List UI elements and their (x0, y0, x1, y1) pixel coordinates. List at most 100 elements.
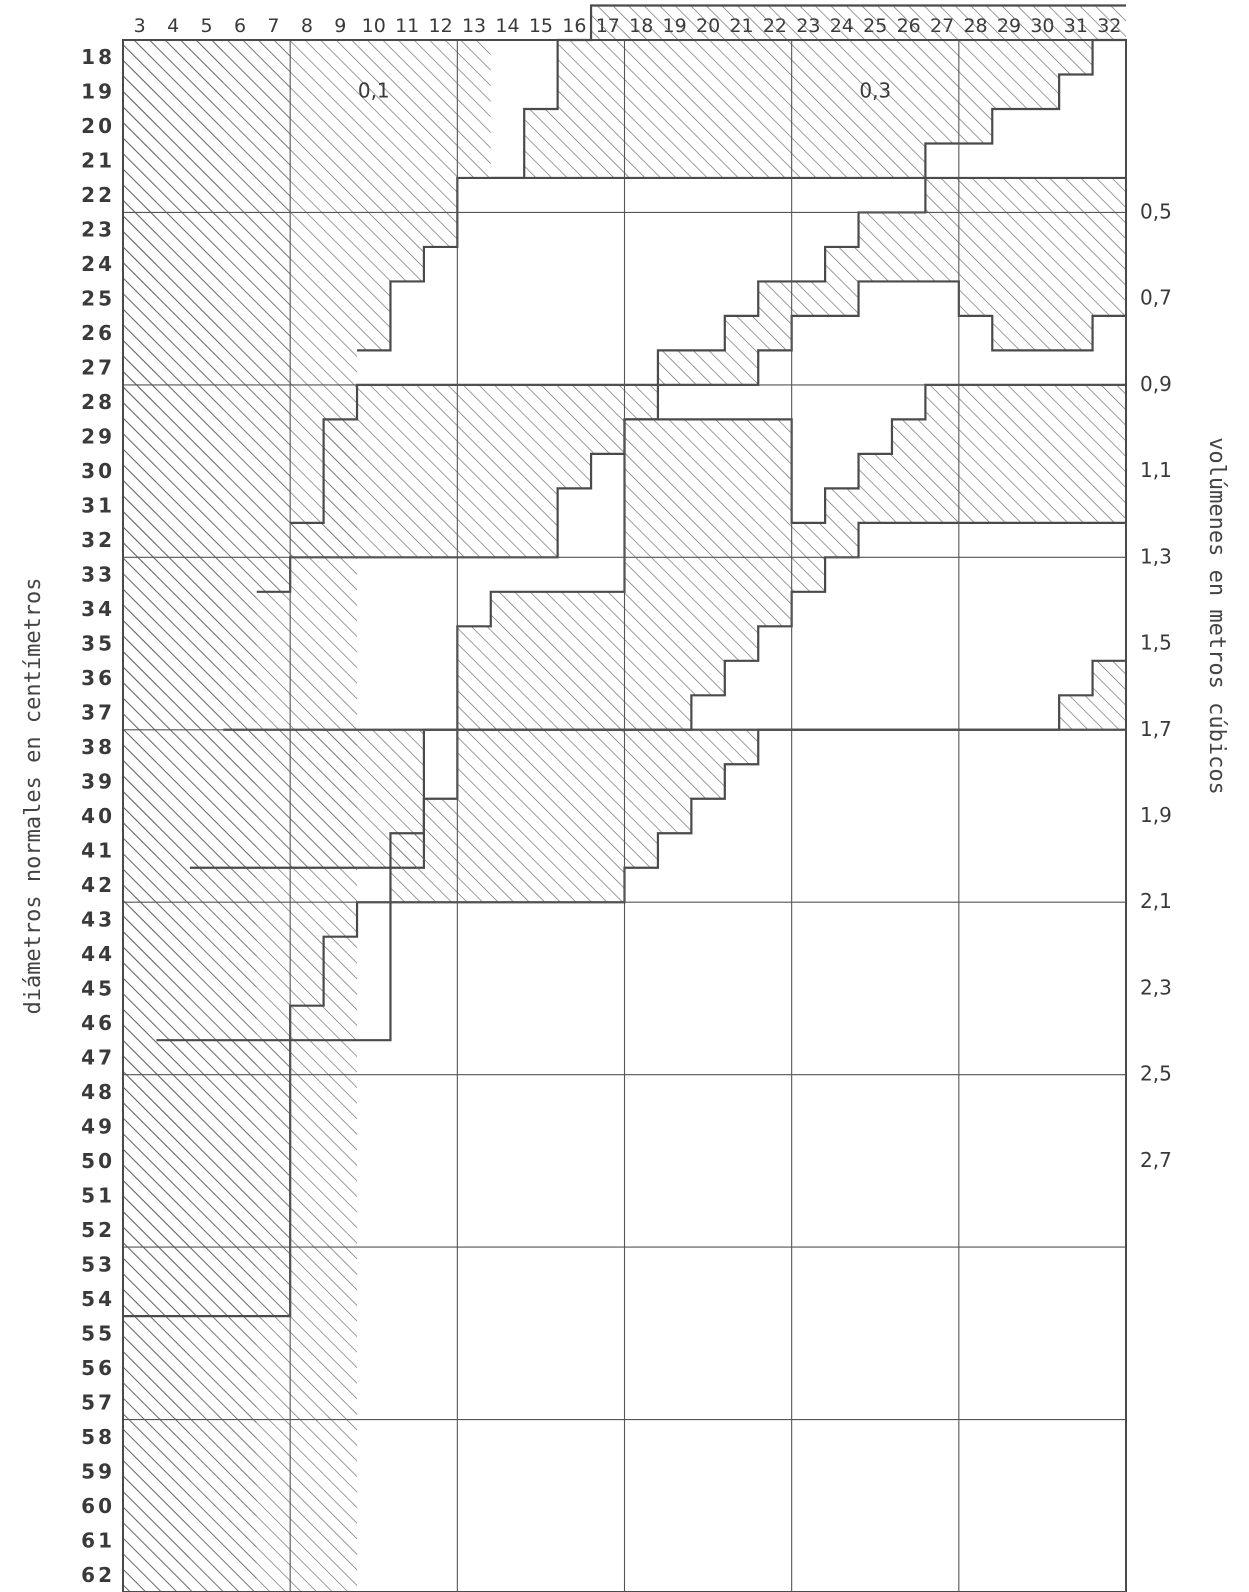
band-cell (1025, 177, 1060, 351)
band-cell (791, 281, 826, 316)
band-cell (624, 384, 658, 420)
band-cell (524, 108, 558, 178)
band-cell (524, 729, 558, 903)
y-tick-label: 38 (81, 735, 115, 759)
y-tick-label: 33 (81, 563, 115, 587)
band-cell (825, 488, 859, 558)
zone-label: 1,1 (1140, 458, 1172, 482)
band-cell (490, 591, 525, 730)
band-cell (423, 40, 458, 247)
band-cell (691, 350, 725, 385)
band-cell (357, 729, 391, 868)
y-tick-label: 22 (81, 183, 115, 207)
zone-label: 2,1 (1140, 889, 1172, 913)
zone-label: 1,5 (1140, 631, 1172, 655)
band-cell (457, 729, 491, 903)
band-cell (524, 591, 558, 730)
y-tick-label: 35 (81, 632, 115, 656)
band-cell (691, 5, 725, 178)
band-cell (992, 5, 1026, 109)
x-tick-label: 10 (362, 15, 386, 37)
band-cell (724, 419, 759, 661)
band-cell (825, 246, 859, 316)
y-tick-label: 53 (81, 1252, 115, 1276)
band-cell (825, 5, 859, 178)
y-tick-label: 58 (81, 1425, 115, 1449)
y-tick-label: 40 (81, 804, 115, 828)
zone-label: 2,3 (1140, 975, 1172, 999)
y-tick-label: 28 (81, 390, 115, 414)
band-cell (290, 729, 324, 868)
band-cell (1092, 384, 1126, 523)
y-tick-label: 45 (81, 976, 115, 1000)
band-cell (691, 729, 725, 799)
band-cell (323, 729, 358, 868)
band-cell (724, 315, 759, 385)
y-tick-label: 57 (81, 1390, 115, 1414)
y-tick-label: 20 (81, 114, 115, 138)
y-tick-label: 54 (81, 1287, 115, 1311)
band-cell (724, 729, 759, 765)
y-tick-label: 18 (81, 45, 115, 69)
x-tick-label: 7 (267, 15, 279, 37)
y-tick-label: 44 (81, 942, 115, 966)
band-cell (223, 1040, 257, 1317)
y-tick-label: 46 (81, 1011, 115, 1035)
band-cell (557, 729, 592, 903)
y-tick-label: 48 (81, 1080, 115, 1104)
y-tick-label: 62 (81, 1563, 115, 1587)
y-tick-label: 61 (81, 1528, 115, 1552)
x-tick-label: 16 (562, 15, 586, 37)
y-tick-label: 27 (81, 356, 115, 380)
band-cell (524, 384, 558, 558)
y-tick-label: 37 (81, 701, 115, 725)
band-cell (390, 833, 424, 903)
y-tick-label: 23 (81, 218, 115, 242)
band-cell (290, 522, 324, 558)
y-tick-label: 21 (81, 149, 115, 173)
y-tick-label: 50 (81, 1149, 115, 1173)
band-cell (657, 419, 692, 730)
x-tick-label: 14 (495, 15, 519, 37)
band-cell (357, 384, 391, 558)
band-cell (958, 5, 993, 144)
band-cell (624, 5, 658, 178)
band-cell (189, 1040, 224, 1317)
x-tick-label: 8 (301, 15, 313, 37)
x-tick-label: 5 (201, 15, 213, 37)
band-cell (123, 40, 157, 1317)
band-edge (189, 521, 1126, 869)
band-cell (1059, 177, 1093, 351)
y-tick-label: 32 (81, 528, 115, 552)
band-cell (490, 729, 525, 903)
y-tick-label: 51 (81, 1183, 115, 1207)
band-cell (891, 5, 926, 178)
y-tick-label: 26 (81, 321, 115, 345)
band-cell (557, 40, 592, 178)
zone-label: 2,5 (1140, 1062, 1172, 1086)
x-tick-label: 4 (167, 15, 179, 37)
band-cell (256, 729, 291, 868)
y-tick-label: 31 (81, 494, 115, 518)
hatched-band (123, 40, 1126, 1318)
band-cell (1092, 177, 1126, 316)
band-cell (423, 384, 458, 558)
y-tick-label: 52 (81, 1218, 115, 1242)
band-cell (156, 1040, 190, 1317)
band-cell (791, 5, 826, 178)
band-cell (591, 729, 625, 903)
band-cell (390, 384, 424, 558)
band-cell (958, 177, 993, 316)
y-tick-label: 30 (81, 459, 115, 483)
y-tick-label: 47 (81, 1045, 115, 1069)
zone-label: 0,1 (358, 79, 390, 103)
band-cell (657, 729, 692, 834)
y-tick-label: 19 (81, 80, 115, 104)
band-cell (390, 40, 424, 282)
band-cell (557, 591, 592, 730)
band-cell (490, 384, 525, 558)
band-cell (758, 281, 792, 351)
band-cell (591, 591, 625, 730)
band-cell (1025, 5, 1060, 109)
